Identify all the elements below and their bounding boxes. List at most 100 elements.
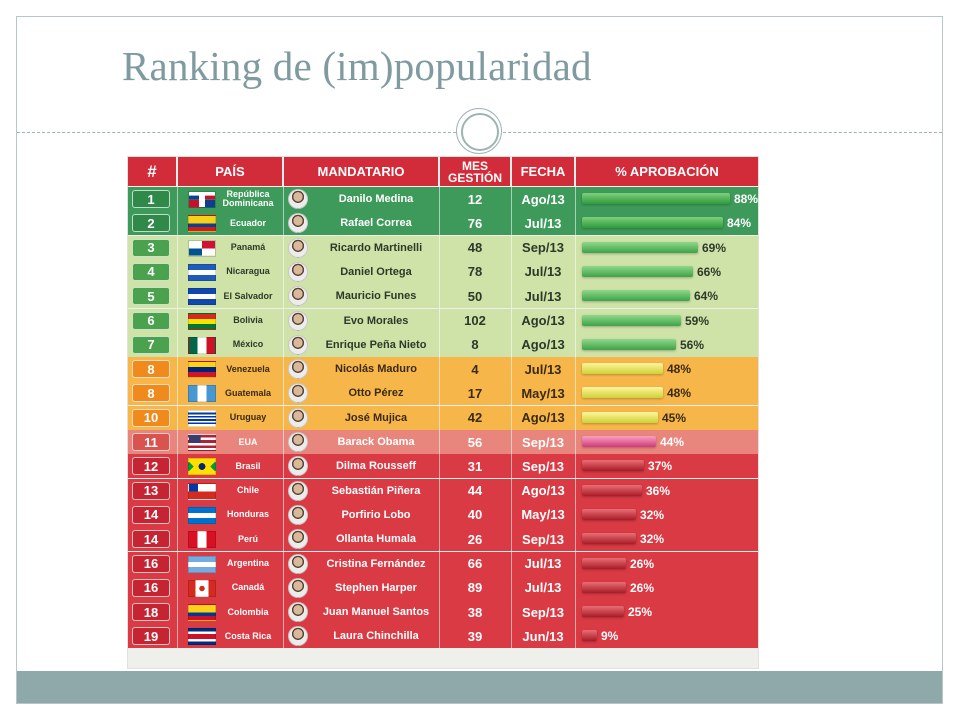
column-separator [283, 235, 284, 260]
country-name: México [232, 339, 264, 350]
column-separator [439, 551, 440, 576]
table-row: 4 Nicaragua Daniel Ortega 78 Jul/13 66% [128, 259, 758, 284]
column-separator [575, 381, 576, 406]
approval-bar [582, 217, 723, 229]
table-row: 3 Panamá Ricardo Martinelli 48 Sep/13 69% [128, 235, 758, 260]
column-separator [575, 332, 576, 357]
column-separator [575, 357, 576, 382]
approval-bar [582, 630, 597, 642]
country-name: Canadá [231, 582, 265, 593]
column-separator [511, 308, 512, 333]
column-separator [439, 357, 440, 382]
column-separator [575, 405, 576, 430]
leader-name: Mauricio Funes [335, 290, 417, 303]
column-separator [575, 551, 576, 576]
column-separator [177, 454, 178, 479]
slide-title: Ranking de (im)popularidad [122, 43, 592, 89]
approval-percentage: 69% [702, 240, 727, 255]
rank-badge: 8 [132, 360, 170, 379]
approval-bar [582, 265, 693, 277]
approval-bar [582, 581, 626, 593]
column-separator [177, 551, 178, 576]
approval-percentage: 66% [697, 264, 722, 279]
leader-photo [288, 359, 308, 380]
leader-name: Cristina Fernández [326, 557, 426, 570]
months-in-office: 26 [467, 531, 483, 547]
approval-bar [582, 338, 676, 350]
leader-photo [288, 626, 308, 647]
table-row: 5 El Salvador Mauricio Funes 50 Jul/13 64% [128, 284, 758, 309]
column-separator [511, 187, 512, 211]
leader-name: Enrique Peña Nieto [325, 338, 427, 351]
approval-bar [582, 387, 663, 399]
approval-percentage: 45% [662, 410, 687, 425]
rank-badge: 1 [132, 190, 170, 208]
approval-percentage: 48% [667, 362, 692, 377]
approval-bar [582, 363, 663, 375]
survey-date: Sep/13 [522, 604, 564, 620]
guatemala-flag-icon [188, 385, 216, 403]
argentina-flag-icon [188, 555, 216, 573]
approval-bar [582, 557, 626, 569]
leader-name: Ollanta Humala [335, 533, 417, 546]
country-name: Chile [236, 485, 259, 496]
months-in-office: 102 [464, 313, 486, 328]
column-separator [283, 357, 284, 382]
column-separator [439, 624, 440, 649]
honduras-flag-icon [188, 506, 216, 524]
survey-date: Ago/13 [521, 313, 565, 328]
approval-bar [582, 411, 658, 423]
rank-badge: 13 [132, 481, 170, 500]
leader-name: Daniel Ortega [340, 265, 412, 278]
column-separator [177, 502, 178, 527]
table-row: 6 Bolivia Evo Morales 102 Ago/13 59% [128, 308, 758, 333]
column-separator [575, 259, 576, 284]
leader-photo [288, 213, 308, 234]
table-row: 16 Argentina Cristina Fernández 66 Jul/13 26% [128, 551, 758, 576]
column-separator [511, 259, 512, 284]
column-separator [575, 600, 576, 625]
column-separator [177, 600, 178, 625]
column-separator [439, 527, 440, 552]
colombia-flag-icon [188, 604, 216, 622]
column-separator [575, 624, 576, 649]
approval-bar [582, 533, 636, 545]
column-separator [177, 430, 178, 454]
header-rank: # [128, 157, 176, 186]
panama-flag-icon [188, 239, 216, 257]
column-separator [283, 381, 284, 406]
column-separator [283, 575, 284, 600]
column-separator [439, 259, 440, 284]
rank-badge: 3 [132, 238, 170, 257]
leader-photo [288, 602, 308, 623]
leader-name: Evo Morales [343, 314, 409, 327]
column-separator [177, 235, 178, 260]
leader-photo [288, 237, 308, 258]
leader-name: José Mujica [344, 411, 408, 424]
nicaragua-flag-icon [188, 263, 216, 281]
column-separator [511, 211, 512, 236]
months-in-office: 42 [467, 410, 483, 426]
column-separator [575, 308, 576, 333]
column-separator [439, 381, 440, 406]
header-leader: MANDATARIO [284, 157, 438, 186]
column-separator [177, 624, 178, 649]
canada-flag-icon [188, 579, 216, 597]
survey-date: May/13 [521, 507, 565, 523]
country-name: Honduras [226, 509, 269, 520]
column-separator [511, 454, 512, 479]
leader-name: Dilma Rousseff [335, 460, 417, 473]
rank-badge: 14 [132, 530, 170, 549]
approval-percentage: 48% [667, 386, 692, 401]
column-separator [511, 478, 512, 503]
survey-date: May/13 [521, 385, 565, 401]
column-separator [511, 235, 512, 260]
leader-photo [288, 261, 308, 282]
survey-date: Sep/13 [522, 434, 564, 450]
column-separator [177, 332, 178, 357]
leader-photo [288, 529, 308, 550]
header-date: FECHA [512, 157, 574, 186]
table-header: # PAÍS MANDATARIO MES GESTIÓN FECHA % AP… [128, 157, 758, 187]
column-separator [283, 551, 284, 576]
column-separator [283, 527, 284, 552]
